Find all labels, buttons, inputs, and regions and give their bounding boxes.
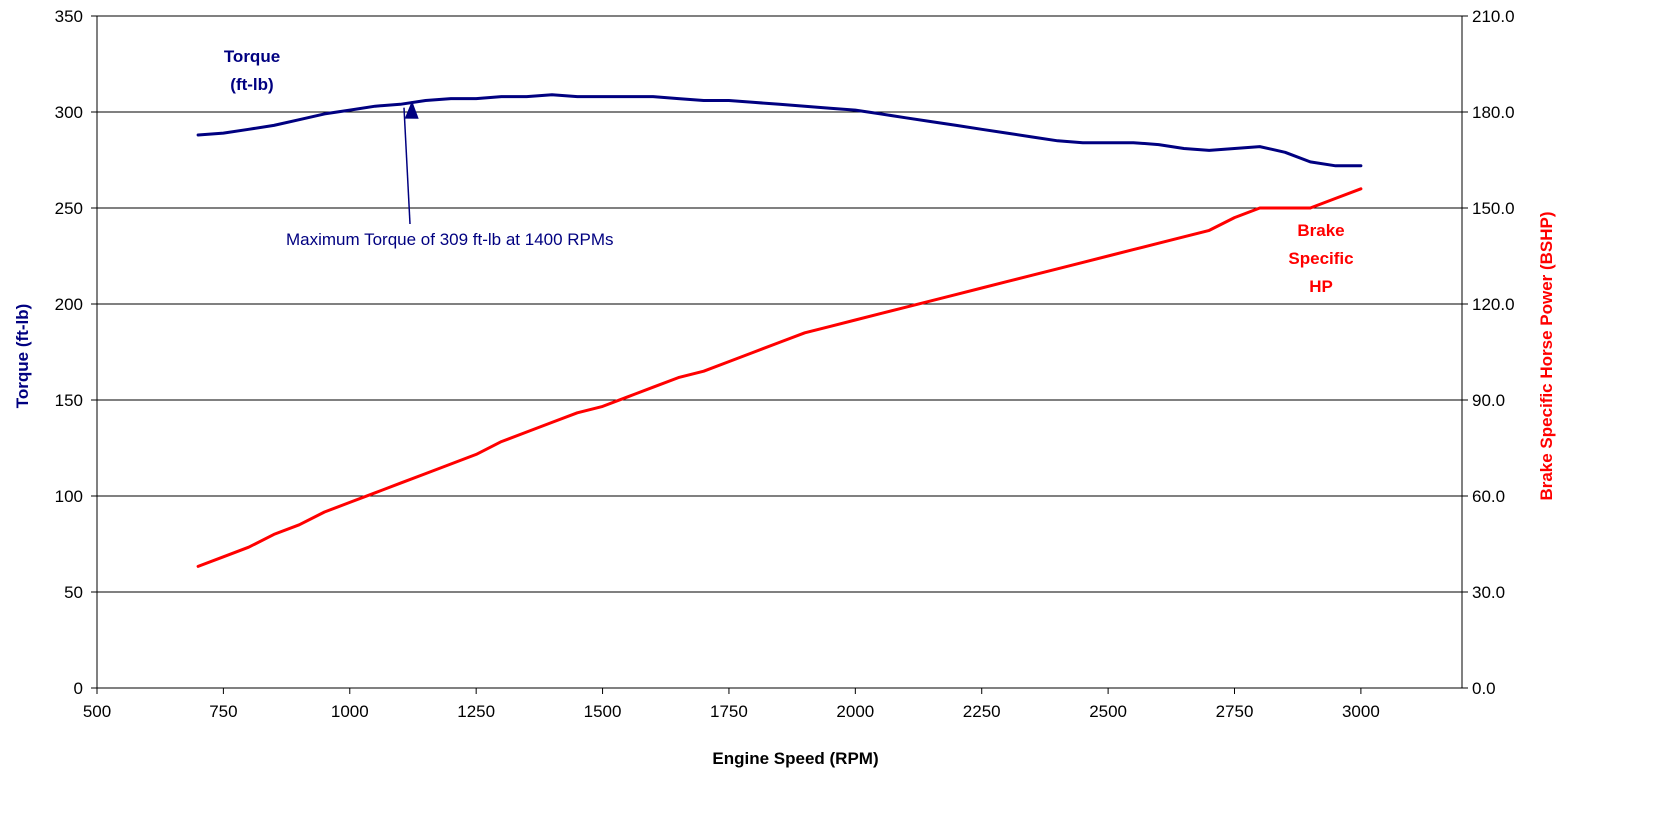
torque-series-label-line: Torque xyxy=(224,47,280,66)
labels-layer: Engine Speed (RPM) Torque (ft-lb) Brake … xyxy=(13,47,1556,768)
x-tick-label-500: 500 xyxy=(83,702,111,721)
y-right-tick-label-60.0: 60.0 xyxy=(1472,487,1505,506)
bshp-series-line xyxy=(196,187,1363,568)
y-left-tick-label-50: 50 xyxy=(64,583,83,602)
series-layer xyxy=(196,93,1363,568)
x-tick-label-2000: 2000 xyxy=(836,702,874,721)
x-tick-label-1250: 1250 xyxy=(457,702,495,721)
y-right-tick-label-0.0: 0.0 xyxy=(1472,679,1496,698)
y-right-axis-title: Brake Specific Horse Power (BSHP) xyxy=(1537,211,1556,500)
x-tick-label-1750: 1750 xyxy=(710,702,748,721)
y-right-tick-label-180.0: 180.0 xyxy=(1472,103,1515,122)
annotation-arrow-line xyxy=(403,107,411,225)
y-right-tick-label-150.0: 150.0 xyxy=(1472,199,1515,218)
y-left-tick-label-200: 200 xyxy=(55,295,83,314)
bshp-series-label: Brake Specific HP xyxy=(1288,221,1353,296)
torque-series-label-line: (ft-lb) xyxy=(230,75,273,94)
y-left-tick-label-300: 300 xyxy=(55,103,83,122)
y-left-tick-label-100: 100 xyxy=(55,487,83,506)
x-tick-label-3000: 3000 xyxy=(1342,702,1380,721)
axes-layer: 500 750 1000 1250 1500 1750 2000 2250 2500 2750 30… xyxy=(55,7,1515,721)
x-tick-label-1500: 1500 xyxy=(584,702,622,721)
y-left-tick-label-0: 0 xyxy=(74,679,83,698)
y-left-axis-title: Torque (ft-lb) xyxy=(13,304,32,408)
x-tick-label-1000: 1000 xyxy=(331,702,369,721)
x-tick-label-750: 750 xyxy=(209,702,237,721)
max-torque-annotation: Maximum Torque of 309 ft-lb at 1400 RPMs xyxy=(286,230,614,249)
y-left-tick-label-350: 350 xyxy=(55,7,83,26)
y-right-tick-label-120.0: 120.0 xyxy=(1472,295,1515,314)
bshp-series-label-line: Specific xyxy=(1288,249,1353,268)
bshp-series-label-line: Brake xyxy=(1297,221,1344,240)
annotation-arrowhead xyxy=(404,100,419,119)
y-right-tick-label-30.0: 30.0 xyxy=(1472,583,1505,602)
torque-series-line xyxy=(196,93,1363,168)
grid-layer xyxy=(97,15,1462,593)
y-right-tick-label-210.0: 210.0 xyxy=(1472,7,1515,26)
x-axis-title: Engine Speed (RPM) xyxy=(712,749,878,768)
y-left-tick-label-250: 250 xyxy=(55,199,83,218)
torque-series-label: Torque (ft-lb) xyxy=(224,47,280,94)
x-tick-label-2500: 2500 xyxy=(1089,702,1127,721)
x-tick-label-2750: 2750 xyxy=(1216,702,1254,721)
y-left-tick-label-150: 150 xyxy=(55,391,83,410)
y-right-tick-label-90.0: 90.0 xyxy=(1472,391,1505,410)
bshp-series-label-line: HP xyxy=(1309,277,1333,296)
x-tick-label-2250: 2250 xyxy=(963,702,1001,721)
